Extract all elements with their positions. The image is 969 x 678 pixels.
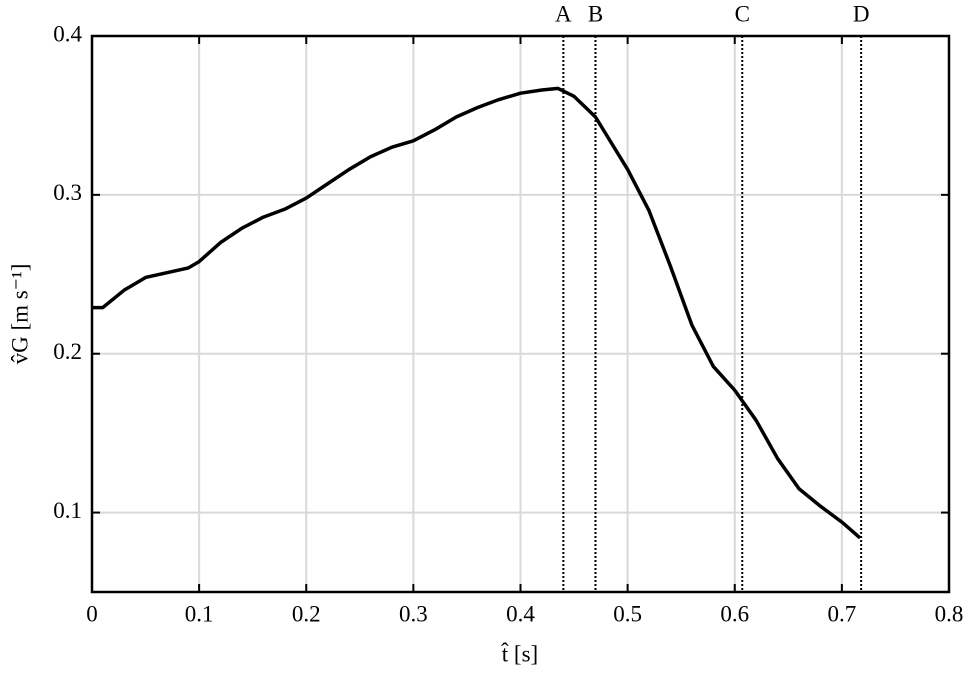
- x-tick-label: 0.7: [828, 601, 857, 626]
- x-tick-label: 0.8: [935, 601, 964, 626]
- x-tick-label: 0.2: [292, 601, 321, 626]
- y-tick-label: 0.4: [53, 21, 82, 46]
- event-label: D: [853, 1, 870, 26]
- x-tick-label: 0.1: [185, 601, 214, 626]
- x-tick-label: 0.6: [720, 601, 749, 626]
- event-label: B: [588, 1, 603, 26]
- y-tick-label: 0.2: [53, 339, 82, 364]
- x-tick-label: 0.3: [399, 601, 428, 626]
- event-label: A: [555, 1, 572, 26]
- x-tick-label: 0: [86, 601, 98, 626]
- x-tick-label: 0.4: [506, 601, 535, 626]
- x-tick-label: 0.5: [613, 601, 642, 626]
- plot-frame: [90, 34, 951, 594]
- data-line: [92, 86, 862, 540]
- y-tick-label: 0.3: [53, 180, 82, 205]
- x-axis-label: t̂ [s]: [501, 641, 538, 666]
- y-tick-label: 0.1: [53, 498, 82, 523]
- event-label: C: [735, 1, 750, 26]
- y-axis-label: v̂G [m s⁻¹]: [7, 264, 32, 365]
